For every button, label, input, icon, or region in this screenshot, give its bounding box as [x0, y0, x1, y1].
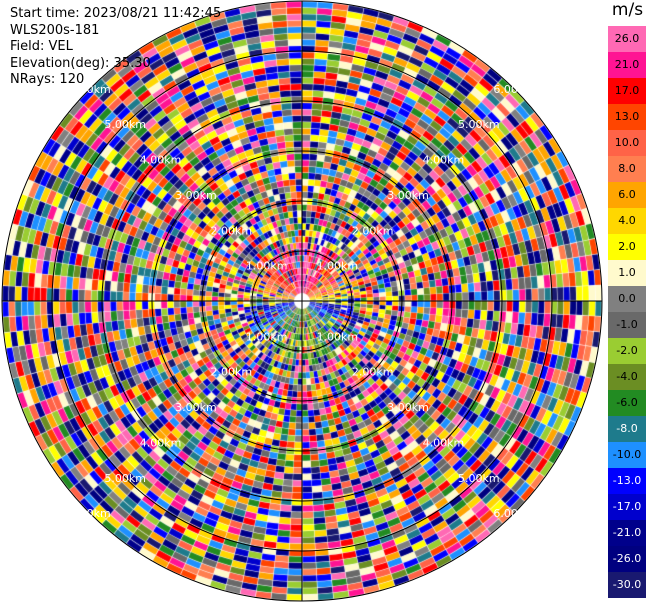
range-ring-label: 1.00km: [246, 330, 288, 343]
colorbar-level-label: -21.0: [612, 526, 642, 539]
colorbar-level-label: 8.0: [618, 162, 636, 175]
colorbar-level-label: -8.0: [616, 422, 638, 435]
colorbar-level: -17.0: [608, 494, 646, 520]
colorbar-level: -10.0: [608, 442, 646, 468]
range-ring-label: 2.00km: [211, 366, 253, 379]
colorbar-level: 4.0: [608, 208, 646, 234]
colorbar-level-label: -30.0: [612, 578, 642, 591]
colorbar-level-label: -26.0: [612, 552, 642, 565]
range-ring-label: 3.00km: [387, 401, 429, 414]
colorbar-level: -13.0: [608, 468, 646, 494]
colorbar-level-label: -17.0: [612, 500, 642, 513]
colorbar-level: -21.0: [608, 520, 646, 546]
range-ring-label: 5.00km: [104, 118, 146, 131]
range-ring-label: 1.00km: [317, 260, 359, 273]
colorbar-level: -4.0: [608, 364, 646, 390]
range-ring-label: 6.00km: [69, 83, 111, 96]
instrument-label: WLS200s-181: [10, 22, 100, 38]
start-time-label: Start time: 2023/08/21 11:42:45: [10, 6, 222, 21]
range-ring-label: 1.00km: [317, 330, 359, 343]
colorbar-level-label: 26.0: [614, 32, 640, 45]
range-ring-label: 1.00km: [246, 260, 288, 273]
colorbar-level-label: -13.0: [612, 474, 642, 487]
range-ring-label: 5.00km: [104, 472, 146, 485]
range-ring-label: 3.00km: [175, 401, 217, 414]
elevation-label: Elevation(deg): 35.30: [10, 55, 151, 71]
scan-info: Start time: 2023/08/21 11:42:45 WLS200s-…: [10, 6, 221, 89]
field-label: Field: VEL: [10, 39, 73, 54]
colorbar-level: 13.0: [608, 104, 646, 130]
colorbar-level-label: -4.0: [616, 370, 638, 383]
colorbar-level-label: -1.0: [616, 318, 638, 331]
range-ring-label: 2.00km: [352, 366, 394, 379]
range-ring-label: 4.00km: [423, 436, 465, 449]
range-ring-label: 5.00km: [458, 118, 500, 131]
colorbar-level-label: -2.0: [616, 344, 638, 357]
colorbar-level-label: -10.0: [612, 448, 642, 461]
colorbar-level-label: 17.0: [614, 84, 640, 97]
colorbar-level-label: 6.0: [618, 188, 636, 201]
colorbar-level: 8.0: [608, 156, 646, 182]
colorbar-level: 17.0: [608, 78, 646, 104]
colorbar-level-label: 4.0: [618, 214, 636, 227]
colorbar-level: 10.0: [608, 130, 646, 156]
colorbar-level: -6.0: [608, 390, 646, 416]
range-ring-label: 6.00km: [69, 507, 111, 520]
colorbar-level-label: 2.0: [618, 240, 636, 253]
colorbar-level: 21.0: [608, 52, 646, 78]
range-ring-label: 6.00km: [493, 507, 535, 520]
colorbar-level-label: 0.0: [618, 292, 636, 305]
colorbar-level-label: 10.0: [614, 136, 640, 149]
range-ring-label: 2.00km: [211, 224, 253, 237]
range-ring-label: 5.00km: [458, 472, 500, 485]
colorbar-level: 2.0: [608, 234, 646, 260]
colorbar-level: 0.0: [608, 286, 646, 312]
colorbar-level: -30.0: [608, 572, 646, 598]
colorbar-level-label: -6.0: [616, 396, 638, 409]
range-ring-label: 2.00km: [352, 224, 394, 237]
range-ring-label: 4.00km: [423, 154, 465, 167]
colorbar-level: 6.0: [608, 182, 646, 208]
colorbar-level-label: 1.0: [618, 266, 636, 279]
colorbar-level: -26.0: [608, 546, 646, 572]
colorbar-level: 26.0: [608, 26, 646, 52]
colorbar-level: 1.0: [608, 260, 646, 286]
colorbar-unit: m/s: [611, 0, 644, 20]
colorbar-level-label: 21.0: [614, 58, 640, 71]
colorbar-level: -2.0: [608, 338, 646, 364]
range-ring-label: 6.00km: [493, 83, 535, 96]
nrays-label: NRays: 120: [10, 72, 85, 87]
range-ring-label: 4.00km: [140, 154, 182, 167]
range-ring-label: 3.00km: [175, 189, 217, 202]
colorbar-level-label: 13.0: [614, 110, 640, 123]
colorbar: 26.0 21.0 17.0 13.0 10.0 8.0 6.0 4.0 2.0 1.0 0.0 -1…: [608, 26, 646, 598]
range-ring-label: 3.00km: [387, 189, 429, 202]
range-ring-label: 4.00km: [140, 436, 182, 449]
colorbar-level: -1.0: [608, 312, 646, 338]
colorbar-level: -8.0: [608, 416, 646, 442]
